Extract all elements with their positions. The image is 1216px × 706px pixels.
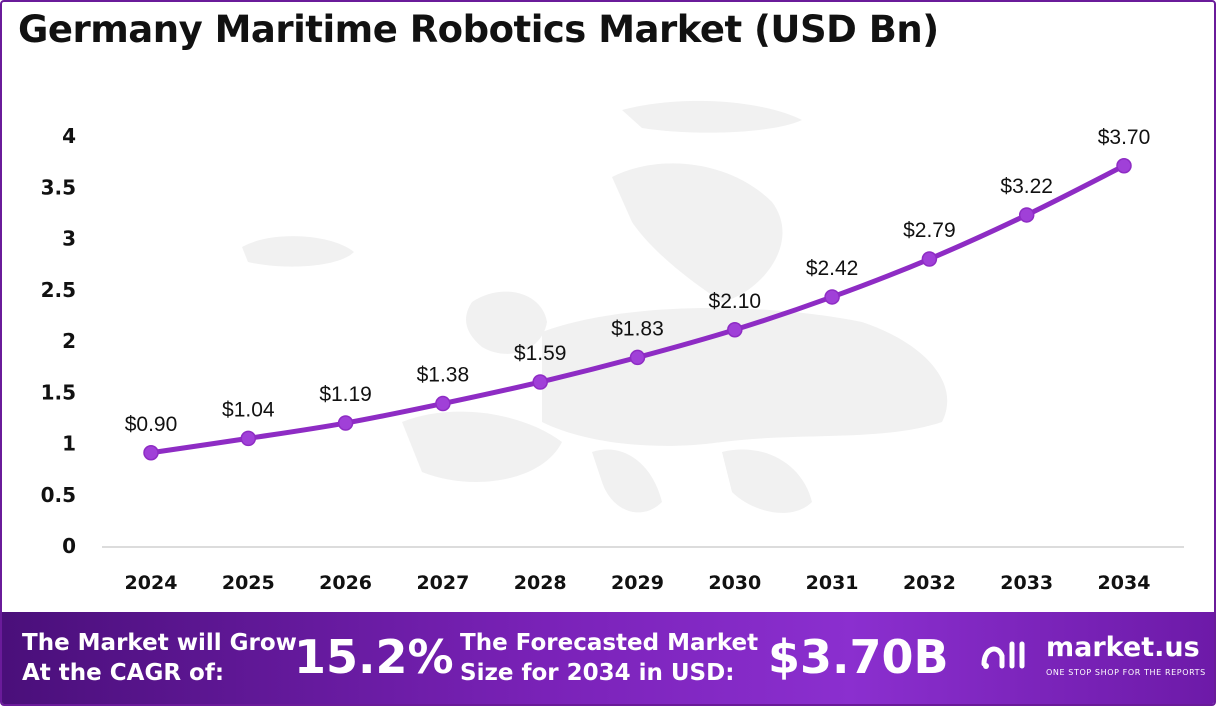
data-label: $2.42 <box>806 257 859 280</box>
cagr-value: 15.2% <box>294 630 454 684</box>
map-region-7 <box>722 449 812 513</box>
y-tick-label: 2 <box>62 329 76 353</box>
data-label: $2.79 <box>903 219 956 242</box>
data-point <box>435 395 451 412</box>
x-tick-label: 2029 <box>611 572 664 594</box>
x-tick-label: 2034 <box>1098 572 1151 594</box>
series-line <box>148 163 1127 456</box>
map-region-1 <box>622 100 802 133</box>
cagr-label: The Market will Grow At the CAGR of: <box>22 628 297 688</box>
market-us-logo-icon <box>981 641 1025 669</box>
data-label: $3.70 <box>1098 126 1151 149</box>
cagr-label-line1: The Market will Grow <box>22 630 297 656</box>
y-tick-label: 1.5 <box>41 380 76 404</box>
data-label: $1.04 <box>222 398 275 421</box>
footer-banner: The Market will Grow At the CAGR of: 15.… <box>2 612 1214 704</box>
map-region-3 <box>466 291 547 354</box>
x-tick-label: 2028 <box>514 572 567 594</box>
data-label: $1.19 <box>319 383 372 406</box>
y-axis-tick-labels: 0 0.5 1 1.5 2 2.5 3 3.5 4 <box>41 124 76 558</box>
y-tick-label: 0 <box>62 534 76 558</box>
data-label: $1.38 <box>417 364 470 387</box>
forecast-value: $3.70B <box>768 630 949 684</box>
y-tick-label: 4 <box>62 124 76 148</box>
data-point <box>629 349 646 366</box>
data-point <box>824 289 840 305</box>
x-tick-label: 2026 <box>319 572 372 594</box>
x-tick-label: 2030 <box>708 572 761 594</box>
map-region-6 <box>592 449 662 513</box>
y-tick-label: 1 <box>62 432 76 456</box>
x-tick-label: 2031 <box>806 572 859 594</box>
y-tick-label: 2.5 <box>41 278 76 302</box>
x-tick-label: 2024 <box>125 572 178 594</box>
map-region-2 <box>612 163 783 302</box>
page-title: Germany Maritime Robotics Market (USD Bn… <box>18 8 939 51</box>
y-tick-label: 3.5 <box>41 175 76 199</box>
cagr-label-line2: At the CAGR of: <box>22 660 225 686</box>
data-labels: $0.90 $1.04 $1.19 $1.38 $1.59 $1.83 $2.10 $2.42… <box>125 126 1151 436</box>
line-chart: 00.511.522.533.54 2024 2025 2026 2027 2028 20… <box>41 100 1184 594</box>
data-label: $0.90 <box>125 413 178 436</box>
data-label: $1.59 <box>514 342 567 365</box>
data-point <box>143 445 159 461</box>
x-tick-label: 2025 <box>222 572 275 594</box>
data-point <box>1116 158 1132 174</box>
forecast-label-line2: Size for 2034 in USD: <box>460 660 735 686</box>
y-tick-label: 3 <box>62 227 76 251</box>
data-label: $3.22 <box>1000 175 1053 198</box>
x-tick-label: 2032 <box>903 572 956 594</box>
forecast-label-line1: The Forecasted Market <box>460 630 759 656</box>
data-label: $2.10 <box>709 290 762 313</box>
logo-tagline: ONE STOP SHOP FOR THE REPORTS <box>1046 668 1206 677</box>
data-point <box>1018 207 1035 223</box>
data-label: $1.83 <box>611 317 664 340</box>
map-region-5 <box>402 411 562 482</box>
data-point <box>727 322 743 338</box>
x-tick-label: 2027 <box>416 572 469 594</box>
data-point <box>337 415 354 431</box>
y-tick-label: 0.5 <box>41 483 76 507</box>
logo-name: market.us <box>1046 632 1200 663</box>
data-point <box>240 430 257 447</box>
europe-map-watermark <box>242 100 948 513</box>
x-axis-tick-labels: 2024 2025 2026 2027 2028 2029 2030 2031 2032 2033… <box>125 572 1151 594</box>
map-region-4 <box>542 308 948 446</box>
map-region-0 <box>242 236 354 267</box>
data-point <box>532 374 548 390</box>
data-point <box>921 251 938 267</box>
forecast-label: The Forecasted Market Size for 2034 in U… <box>460 628 758 688</box>
data-points <box>143 158 1132 461</box>
x-tick-label: 2033 <box>1000 572 1053 594</box>
